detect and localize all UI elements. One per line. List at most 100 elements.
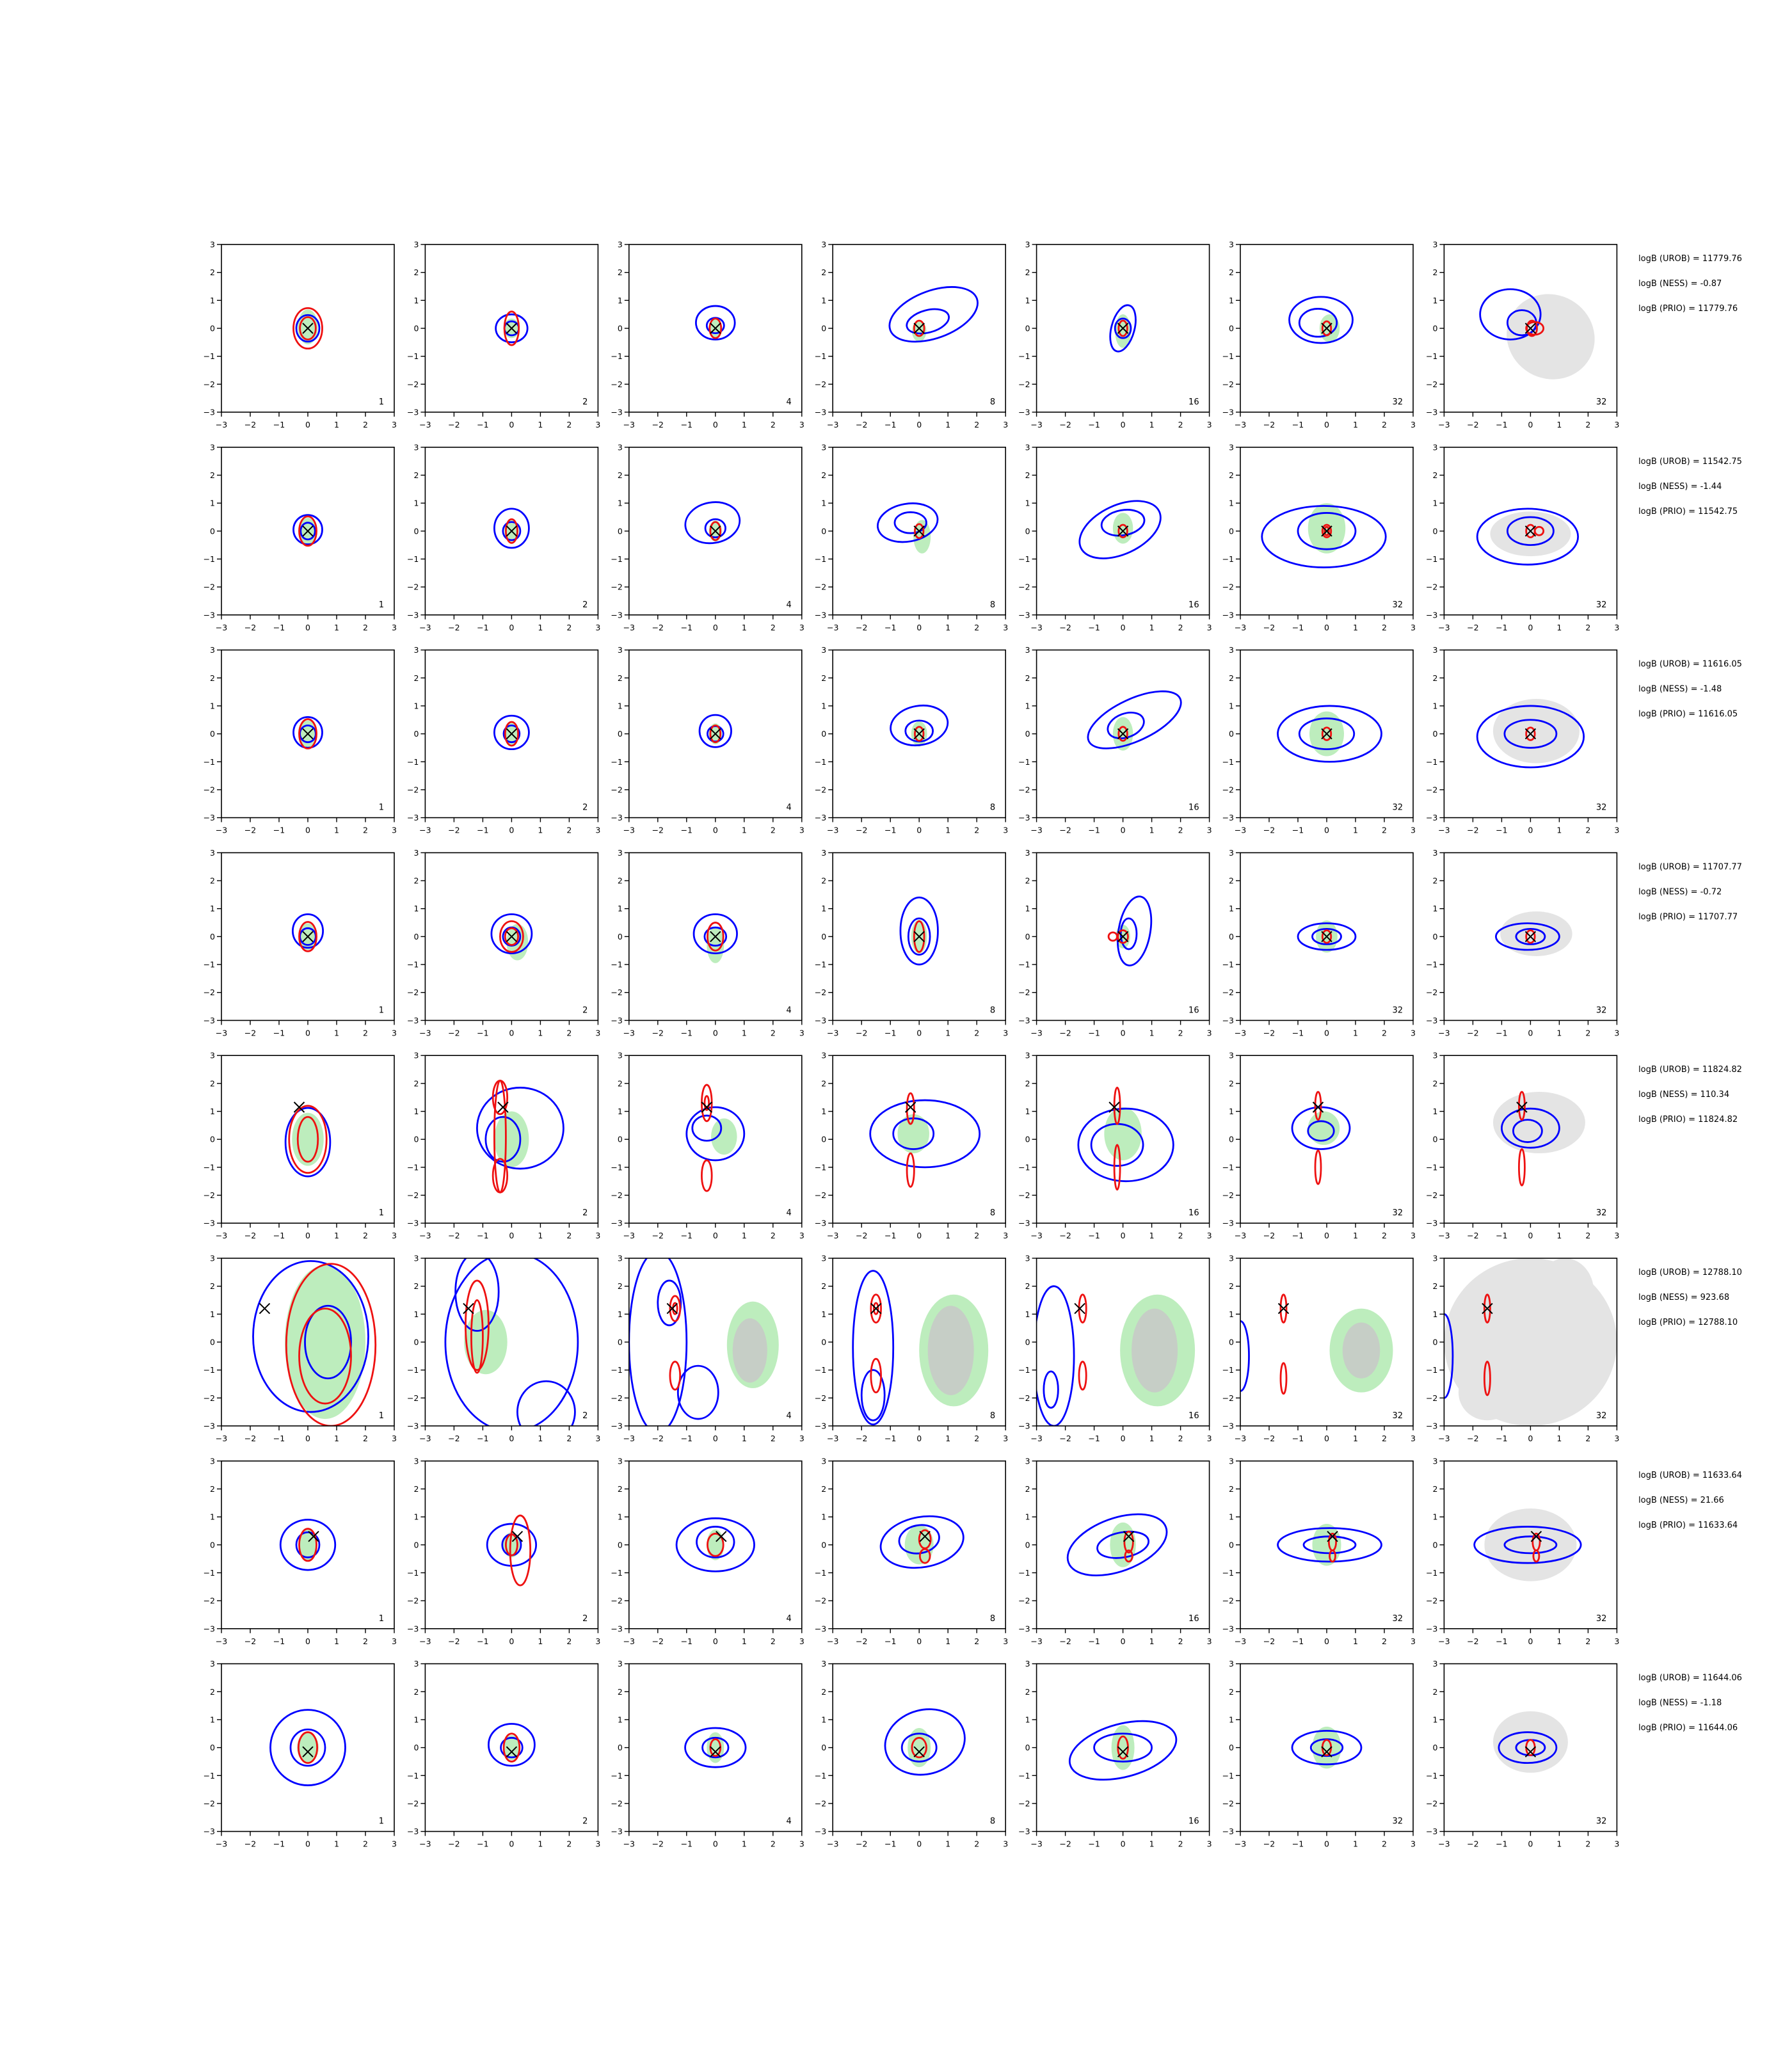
blue-contour: [900, 1732, 938, 1763]
x-tick-label: 3: [799, 623, 804, 632]
panel-8-1: −3−3 −2 −2 −1 −1 0 0 1 1 2 2 3 3 1: [204, 1659, 397, 1849]
y-tick-label: 2: [413, 1281, 419, 1291]
panel-count-label: 2: [582, 1411, 588, 1421]
blue-contour: [869, 1099, 981, 1169]
true-value-marker: [710, 728, 721, 740]
y-tick-label: 1: [1432, 904, 1437, 913]
y-tick-label: 3: [821, 240, 826, 250]
y-tick-label: −3: [1018, 1827, 1030, 1836]
y-tick-label: 1: [413, 1512, 419, 1522]
x-tick-label: 3: [595, 1231, 600, 1240]
y-tick-label: −2: [1426, 988, 1437, 997]
x-tick-label: 1: [1353, 1636, 1358, 1646]
y-tick-label: 3: [618, 240, 623, 250]
y-tick-label: −1: [204, 757, 215, 767]
y-tick-label: −1: [204, 1162, 215, 1172]
blue-contour: [279, 1519, 337, 1571]
y-tick-label: 2: [618, 876, 623, 886]
plot-area: [698, 714, 732, 748]
logb-metric: logB (UROB) = 11644.06: [1638, 1674, 1742, 1683]
x-tick-label: 1: [1556, 1028, 1562, 1037]
x-tick-label: 2: [771, 1028, 776, 1037]
x-tick-label: 2: [363, 826, 368, 835]
x-tick-label: 1: [1556, 1434, 1562, 1443]
y-tick-label: 2: [821, 470, 826, 480]
plot-area: [1494, 911, 1572, 956]
y-tick-label: −1: [407, 554, 419, 564]
x-tick-label: 3: [1003, 826, 1008, 835]
x-tick-label: −2: [652, 826, 664, 835]
y-tick-label: −2: [407, 1190, 419, 1200]
y-tick-label: 1: [821, 1512, 826, 1522]
panel-count-label: 2: [582, 1817, 588, 1827]
logb-metric: logB (NESS) = 923.68: [1638, 1293, 1729, 1302]
x-tick-label: 2: [566, 1028, 572, 1037]
x-tick-label: 0: [713, 1028, 718, 1037]
y-tick-label: −3: [1426, 1219, 1437, 1228]
true-value-marker: [1530, 1530, 1542, 1542]
y-tick-label: −3: [815, 813, 826, 822]
x-tick-label: −3: [1235, 1434, 1246, 1443]
y-tick-label: −1: [204, 960, 215, 970]
y-tick-label: −3: [204, 408, 215, 417]
x-tick-label: −1: [273, 826, 285, 835]
panel-count-label: 32: [1596, 397, 1607, 407]
blue-contour: [1093, 1732, 1153, 1763]
logb-metric: logB (NESS) = -1.48: [1638, 685, 1722, 694]
y-tick-label: −2: [611, 988, 622, 997]
x-tick-label: −2: [1263, 1839, 1275, 1849]
x-tick-label: −3: [1235, 623, 1246, 632]
y-tick-label: 3: [1432, 1254, 1437, 1263]
y-tick-label: −3: [611, 1421, 622, 1431]
true-value-marker: [1524, 1746, 1537, 1757]
y-tick-label: 3: [1432, 645, 1437, 655]
y-tick-label: 3: [413, 442, 419, 452]
blue-contour: [698, 714, 732, 748]
plot-area: [1476, 699, 1585, 769]
x-tick-label: 2: [1382, 1231, 1387, 1240]
red-contour: [1525, 929, 1536, 944]
panel-count-label: 1: [379, 803, 384, 813]
true-value-marker: [1117, 728, 1129, 740]
x-tick-label: 0: [305, 1028, 310, 1037]
y-tick-label: −1: [611, 1771, 622, 1780]
y-tick-label: 1: [1432, 499, 1437, 508]
x-tick-label: −1: [681, 1231, 692, 1240]
row-1: −3−3−2−2−1−1001122331−3−3−2−2−1−10011223…: [204, 240, 1742, 430]
red-contour: [669, 1361, 682, 1391]
y-tick-label: −2: [1018, 1393, 1030, 1403]
x-tick-label: −1: [884, 1231, 896, 1240]
y-tick-label: 2: [821, 1687, 826, 1697]
red-contour: [669, 1295, 682, 1322]
logb-metric: logB (PRIO) = 11542.75: [1638, 507, 1738, 516]
blue-contour: [1109, 304, 1137, 353]
y-tick-label: 3: [1229, 848, 1234, 858]
x-tick-label: 1: [1149, 1839, 1155, 1849]
x-tick-label: 2: [566, 1231, 572, 1240]
y-tick-label: 0: [1025, 1743, 1030, 1752]
plot-area: [1078, 500, 1162, 559]
green-density-contour: [1104, 1107, 1142, 1160]
x-tick-label: 1: [1556, 1231, 1562, 1240]
panel-count-label: 8: [990, 600, 995, 610]
red-contour: [1314, 1149, 1322, 1185]
blue-contour: [893, 511, 927, 534]
true-value-marker: [302, 525, 314, 537]
x-tick-label: −1: [1496, 420, 1507, 429]
y-tick-label: −2: [1222, 1190, 1234, 1200]
y-tick-label: 3: [1229, 1456, 1234, 1466]
y-tick-label: 0: [618, 1540, 623, 1549]
plot-area: [890, 705, 949, 747]
true-value-marker: [497, 1101, 509, 1113]
x-tick-label: 2: [566, 1839, 572, 1849]
y-tick-label: −1: [815, 1365, 826, 1375]
x-tick-label: −3: [827, 826, 838, 835]
x-tick-label: 3: [1207, 1839, 1212, 1849]
row-7: −3−3−2−2−1−1001122331−3−3−2−2−1−10011223…: [204, 1456, 1742, 1646]
y-tick-label: −3: [611, 408, 622, 417]
red-contour: [1279, 1293, 1288, 1324]
plot-area: [1492, 1091, 1585, 1187]
y-tick-label: −2: [815, 1190, 826, 1200]
x-tick-label: 0: [916, 1231, 922, 1240]
panel-count-label: 2: [582, 1614, 588, 1624]
